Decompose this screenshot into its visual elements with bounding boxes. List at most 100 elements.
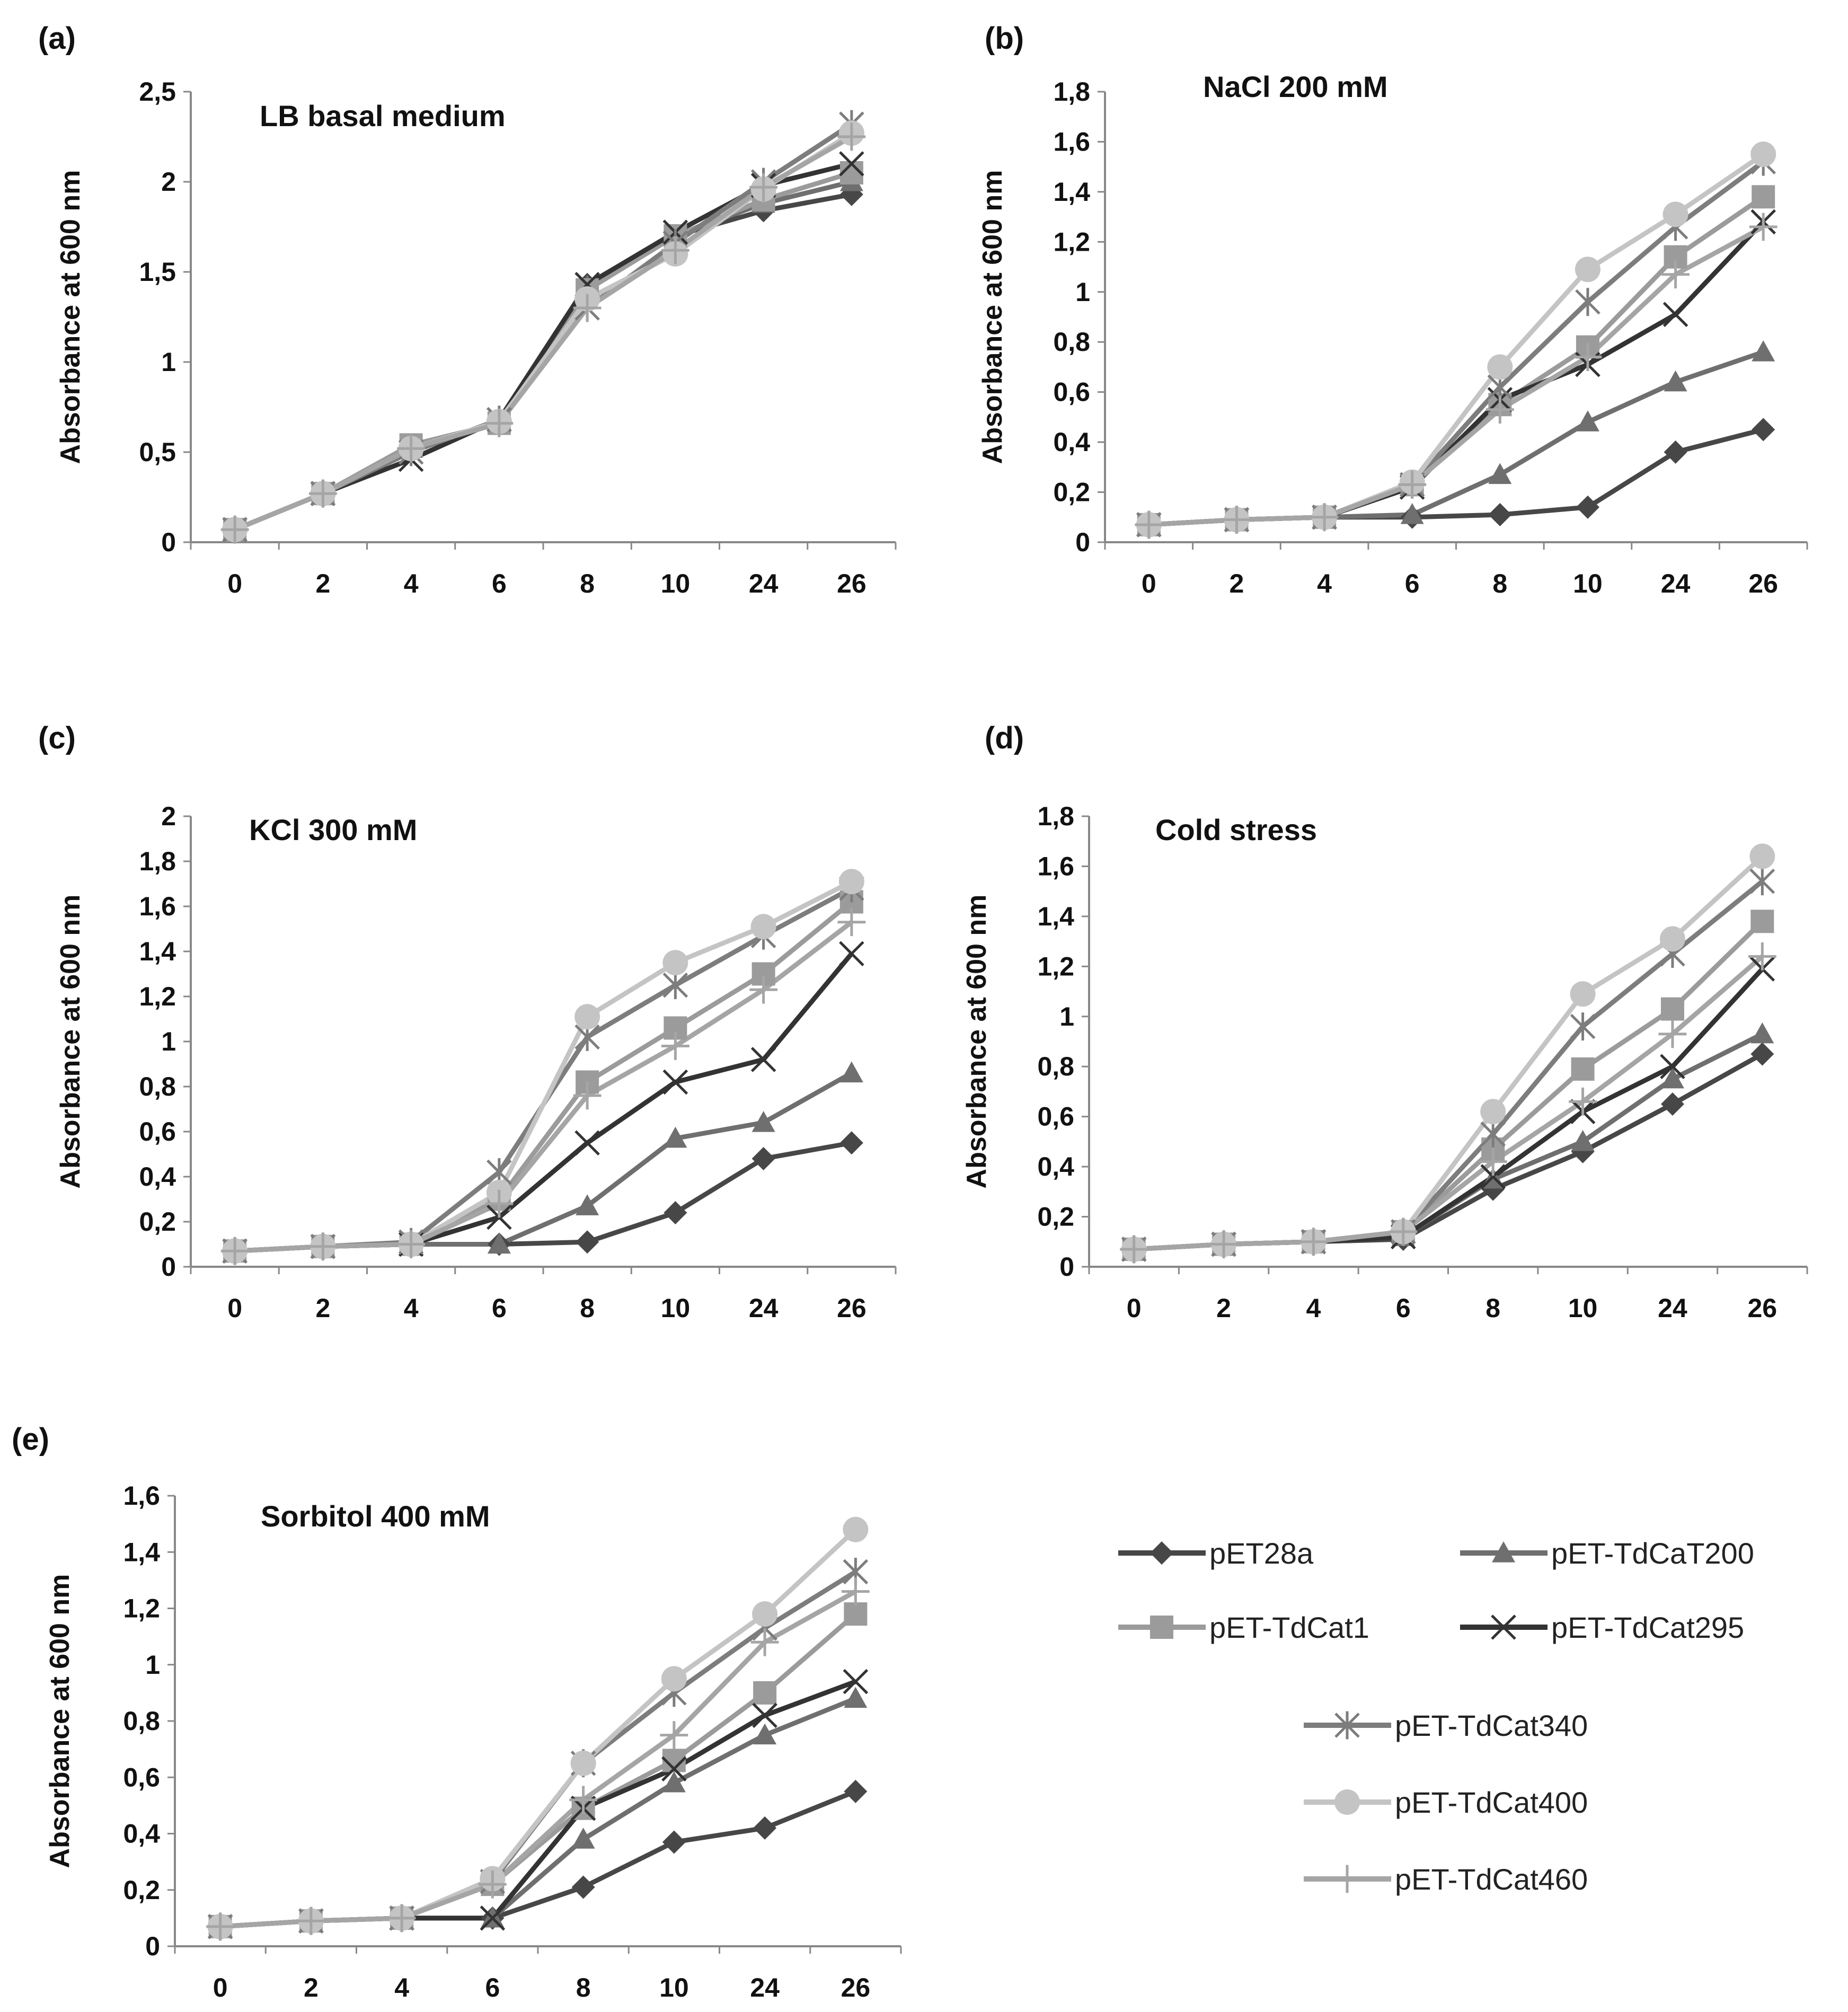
data-point-pET-TdCat295 (839, 151, 864, 177)
x-tick-label: 0 (227, 1293, 242, 1323)
data-point-pET-TdCat1 (1750, 910, 1774, 933)
y-tick-label: 1,8 (1053, 77, 1090, 107)
y-tick-label: 2 (161, 801, 176, 831)
legend-label: pET-TdCat460 (1395, 1863, 1588, 1896)
data-point-pET-TdCat340 (1570, 1012, 1596, 1041)
data-point-pET-TdCat460 (1749, 213, 1778, 241)
y-axis-label: Absorbance at 600 nm (977, 170, 1008, 464)
data-point-pET28a (664, 1201, 687, 1224)
data-point-pET-TdCaT200 (1576, 410, 1599, 431)
y-tick-label: 0,5 (139, 437, 176, 467)
data-point-pET-TdCat295 (480, 1905, 506, 1931)
x-tick-label: 2 (315, 1293, 330, 1323)
legend-square-icon (1150, 1616, 1173, 1639)
y-tick-label: 1,6 (1037, 851, 1074, 881)
y-tick-label: 0,8 (123, 1706, 160, 1736)
data-point-pET28a (1664, 440, 1687, 464)
x-tick-label: 6 (1396, 1293, 1411, 1323)
data-point-pET-TdCat460 (569, 1786, 598, 1814)
y-tick-label: 1,2 (139, 982, 176, 1011)
data-point-pET28a (662, 1830, 686, 1854)
data-point-pET-TdCat460 (661, 236, 689, 264)
x-tick-label: 8 (1486, 1293, 1500, 1323)
data-point-pET-TdCat1 (1660, 997, 1684, 1021)
x-tick-label: 4 (1306, 1293, 1321, 1323)
chart-panel-b: 00,20,40,60,811,21,41,61,80 2 4 6 8 10 24 26Abs… (977, 21, 1808, 598)
data-point-pET28a (576, 1230, 599, 1254)
data-point-pET28a (751, 1147, 775, 1170)
data-point-pET-TdCaT200 (753, 1723, 777, 1745)
data-point-pET-TdCat460 (1748, 942, 1776, 970)
data-point-pET28a (1488, 503, 1512, 527)
x-tick-label: 10 (661, 569, 691, 598)
data-point-pET-TdCat295 (843, 1669, 869, 1695)
series-line-pET-TdCat460 (234, 135, 853, 532)
chart-panel-d: 00,20,40,60,811,21,41,61,80 2 4 6 8 10 24 26Abs… (961, 721, 1808, 1323)
data-point-pET28a (571, 1875, 595, 1899)
y-tick-label: 0 (145, 1931, 160, 1961)
legend-item: pET-TdCaT200 (1460, 1537, 1754, 1570)
series-line-pET-TdCat460 (1134, 955, 1764, 1252)
y-tick-label: 0,8 (1053, 327, 1090, 357)
legend-item: pET-TdCat400 (1304, 1786, 1588, 1819)
x-tick-label: 0 (1142, 569, 1156, 598)
data-point-pET-TdCaT200 (576, 1194, 599, 1215)
x-tick-label: 2 (1216, 1293, 1231, 1323)
data-point-pET-TdCat460 (220, 1237, 249, 1265)
y-tick-label: 1 (161, 1027, 176, 1056)
y-tick-label: 1 (1075, 277, 1090, 307)
series-line-pET-TdCat1 (234, 900, 853, 1254)
y-tick-label: 1,8 (1037, 801, 1074, 831)
data-point-pET-TdCat460 (841, 1577, 870, 1606)
data-point-pET-TdCat460 (1209, 1230, 1238, 1258)
x-tick-label: 24 (1661, 569, 1691, 598)
data-point-pET-TdCat460 (573, 1081, 602, 1110)
y-tick-label: 1,2 (1053, 227, 1090, 257)
data-point-pET-TdCat460 (1223, 506, 1251, 534)
data-point-pET-TdCat460 (397, 1230, 426, 1258)
x-tick-label: 0 (213, 1973, 228, 2002)
y-tick-label: 0 (161, 1252, 176, 1282)
y-tick-label: 1,4 (123, 1537, 160, 1567)
panel-letter: (a) (38, 21, 76, 56)
data-point-pET-TdCat460 (1479, 1148, 1507, 1176)
data-point-pET28a (1750, 1042, 1774, 1066)
y-tick-label: 0,8 (1037, 1052, 1074, 1081)
data-point-pET-TdCat460 (485, 1189, 514, 1218)
y-tick-label: 1,2 (123, 1594, 160, 1623)
data-point-pET-TdCat340 (1749, 867, 1775, 896)
legend-triangle-icon (1492, 1541, 1515, 1563)
legend-label: pET-TdCat400 (1395, 1786, 1588, 1819)
y-tick-label: 1,4 (139, 937, 176, 966)
data-point-pET-TdCaT200 (571, 1828, 595, 1849)
data-point-pET-TdCat460 (573, 294, 602, 322)
legend-item: pET-TdCat340 (1304, 1709, 1588, 1742)
x-tick-label: 4 (404, 1293, 419, 1323)
data-point-pET-TdCat400 (1750, 142, 1776, 167)
chart-title: LB basal medium (260, 99, 506, 133)
legend-diamond-icon (1150, 1541, 1173, 1565)
data-point-pET-TdCaT200 (1752, 340, 1775, 361)
data-point-pET-TdCat1 (1752, 185, 1775, 209)
y-tick-label: 0,2 (1037, 1202, 1074, 1232)
legend-label: pET-TdCat1 (1209, 1611, 1369, 1644)
data-point-pET28a (844, 1779, 868, 1803)
chart-title: Sorbitol 400 mM (261, 1499, 490, 1533)
data-point-pET-TdCat460 (837, 908, 866, 937)
x-tick-label: 24 (749, 569, 779, 598)
data-point-pET-TdCat1 (844, 1602, 868, 1626)
data-point-pET-TdCat400 (1480, 1099, 1506, 1125)
legend-item: pET-TdCat460 (1304, 1863, 1588, 1896)
x-tick-label: 8 (580, 1293, 595, 1323)
y-tick-label: 1,8 (139, 846, 176, 876)
y-tick-label: 0,6 (1053, 377, 1090, 407)
data-point-pET-TdCat460 (749, 173, 778, 201)
y-tick-label: 0 (1075, 527, 1090, 557)
x-tick-label: 24 (750, 1973, 780, 2002)
x-tick-label: 4 (394, 1973, 409, 2002)
legend-label: pET-TdCat340 (1395, 1709, 1588, 1742)
data-point-pET-TdCat460 (1310, 503, 1339, 532)
data-point-pET-TdCaT200 (839, 1061, 863, 1083)
y-tick-label: 0,4 (139, 1162, 176, 1192)
